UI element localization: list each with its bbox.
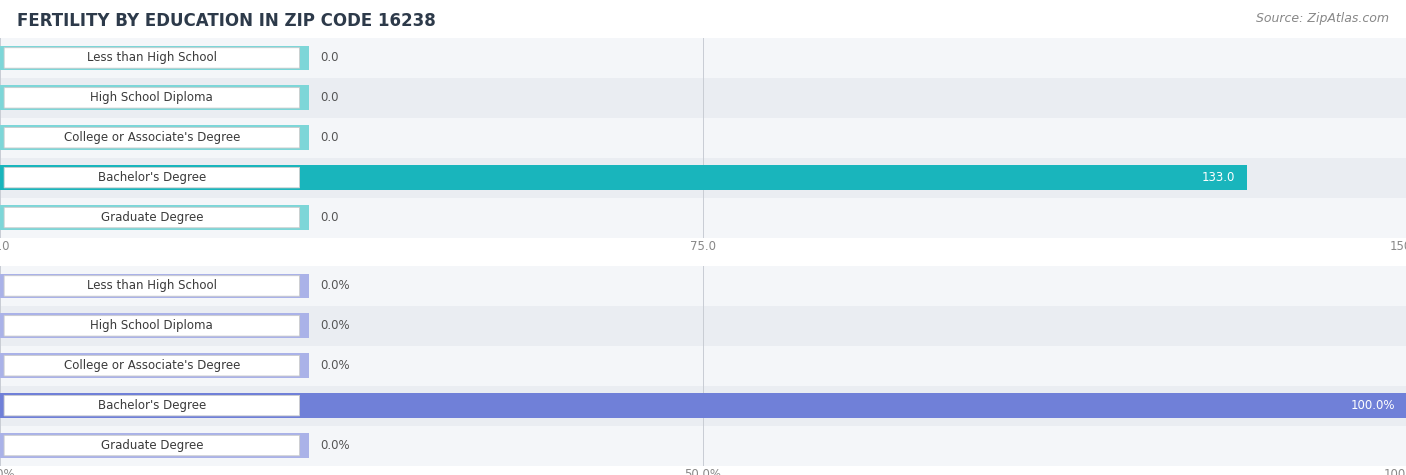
FancyBboxPatch shape (4, 127, 299, 148)
Text: Source: ZipAtlas.com: Source: ZipAtlas.com (1256, 12, 1389, 25)
Text: 0.0%: 0.0% (321, 359, 350, 372)
Bar (0, 86, 309, 110)
FancyBboxPatch shape (4, 48, 299, 68)
Bar (0, 314, 309, 338)
Bar (0, 346, 1406, 386)
Text: 133.0: 133.0 (1202, 171, 1236, 184)
Bar (0, 125, 309, 150)
Bar (0, 426, 1406, 466)
Text: 0.0%: 0.0% (321, 439, 350, 452)
Bar (0, 386, 1406, 426)
Text: High School Diploma: High School Diploma (90, 91, 214, 104)
Bar (0, 306, 1406, 346)
Bar (0, 46, 309, 70)
Text: Graduate Degree: Graduate Degree (101, 211, 202, 224)
FancyBboxPatch shape (4, 167, 299, 188)
Bar (0, 266, 1406, 306)
Text: 0.0: 0.0 (321, 91, 339, 104)
Bar (0, 353, 309, 378)
Bar (0, 205, 309, 230)
FancyBboxPatch shape (4, 395, 299, 416)
Text: Less than High School: Less than High School (87, 279, 217, 293)
Text: High School Diploma: High School Diploma (90, 319, 214, 332)
Bar (0, 38, 1406, 78)
Text: 100.0%: 100.0% (1350, 399, 1395, 412)
Bar (0, 433, 309, 458)
Text: Bachelor's Degree: Bachelor's Degree (98, 399, 205, 412)
Text: Less than High School: Less than High School (87, 51, 217, 65)
Bar (0, 158, 1406, 198)
Text: 0.0%: 0.0% (321, 319, 350, 332)
Text: 0.0: 0.0 (321, 51, 339, 65)
FancyBboxPatch shape (4, 355, 299, 376)
Bar (0, 274, 309, 298)
Bar (0, 118, 1406, 158)
FancyBboxPatch shape (4, 207, 299, 228)
Text: 0.0%: 0.0% (321, 279, 350, 293)
Text: Bachelor's Degree: Bachelor's Degree (98, 171, 205, 184)
FancyBboxPatch shape (4, 315, 299, 336)
Bar (0, 393, 1406, 418)
Text: 0.0: 0.0 (321, 211, 339, 224)
Text: College or Associate's Degree: College or Associate's Degree (63, 359, 240, 372)
Bar (0, 198, 1406, 238)
Text: FERTILITY BY EDUCATION IN ZIP CODE 16238: FERTILITY BY EDUCATION IN ZIP CODE 16238 (17, 12, 436, 30)
Text: Graduate Degree: Graduate Degree (101, 439, 202, 452)
Text: 0.0: 0.0 (321, 131, 339, 144)
Text: College or Associate's Degree: College or Associate's Degree (63, 131, 240, 144)
FancyBboxPatch shape (4, 435, 299, 456)
FancyBboxPatch shape (4, 87, 299, 108)
Bar (0, 165, 1247, 190)
FancyBboxPatch shape (4, 276, 299, 296)
Bar (0, 78, 1406, 118)
